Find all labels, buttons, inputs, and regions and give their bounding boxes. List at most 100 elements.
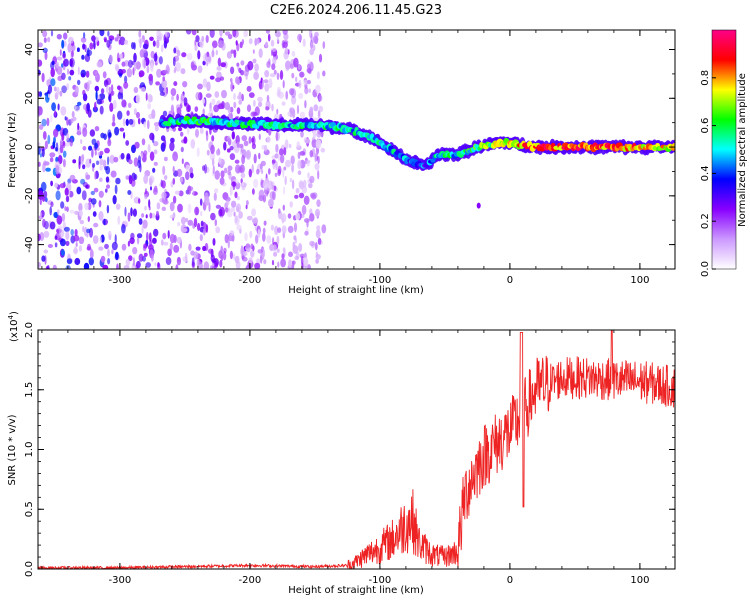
noise-blob [111,121,116,127]
noise-blob [89,249,94,259]
noise-blob [236,78,240,86]
isolated-blob [476,202,481,209]
noise-blob [219,177,225,185]
noise-blob [234,159,240,164]
noise-blob [287,225,294,233]
noise-blob [270,224,274,231]
noise-blob [193,251,199,260]
noise-blob [173,81,178,87]
noise-blob [72,159,77,164]
noise-blob [307,172,310,179]
noise-blob [85,70,90,78]
noise-blob [40,181,47,192]
noise-blob [273,185,277,191]
noise-blob [300,255,304,266]
noise-blob [231,181,237,187]
noise-blob [240,145,244,154]
noise-blob [136,233,143,239]
noise-blob [99,158,104,166]
noise-blob [294,194,299,199]
noise-blob [126,68,133,78]
noise-blob [74,104,77,110]
figure-title: C2E6.2024.206.11.45.G23 [270,3,442,18]
noise-blob [193,217,198,228]
noise-blob [232,30,237,38]
noise-blob [74,229,78,236]
noise-blob [42,131,47,140]
noise-blob [315,251,319,257]
noise-blob [162,199,169,205]
noise-blob [94,149,97,156]
noise-blob [202,98,206,104]
noise-blob [172,165,175,174]
noise-blob [89,42,94,50]
noise-blob [248,168,252,178]
noise-blob [247,60,254,71]
noise-blob [317,155,320,164]
noise-blob [121,69,126,74]
noise-blob [100,132,105,139]
noise-blob [169,242,173,251]
noise-blob [120,92,124,100]
noise-blob [153,149,158,155]
noise-blob [96,160,100,166]
noise-blob [127,212,131,222]
noise-blob [226,135,231,141]
noise-blob [202,108,205,116]
noise-blob [304,100,307,109]
noise-blob [239,164,245,174]
noise-blob [61,72,66,81]
noise-blob [293,222,298,233]
noise-blob [143,150,148,157]
noise-blob [133,174,138,180]
noise-blob [255,234,259,244]
noise-blob [271,260,275,266]
noise-blob [59,183,66,189]
noise-blob [316,71,320,80]
noise-blob [224,31,231,36]
noise-blob [167,230,170,239]
noise-blob [176,256,181,266]
noise-blob [251,143,256,150]
noise-blob [65,240,70,246]
noise-blob [275,131,278,142]
noise-blob [215,204,222,209]
noise-blob [200,211,203,217]
noise-blob [153,228,159,237]
noise-blob [157,262,160,268]
noise-blob [149,151,155,161]
noise-blob [317,237,322,245]
noise-blob [299,111,306,119]
noise-blob [70,229,74,236]
y-tick-label: -20 [24,188,35,204]
noise-blob [235,164,241,174]
noise-blob [283,186,286,195]
noise-blob [117,85,121,90]
noise-blob [64,187,69,196]
noise-blob [229,185,233,196]
noise-blob [50,67,55,78]
noise-blob [314,242,318,251]
noise-blob [162,110,168,117]
noise-blob [146,231,149,242]
noise-blob [87,216,91,222]
noise-blob [142,219,148,229]
colorbar-tick-label: 0.0 [700,261,711,277]
noise-blob [56,86,60,96]
noise-blob [253,153,257,164]
x-tick-label: -200 [239,575,262,586]
noise-blob [266,136,271,143]
noise-blob [208,202,211,212]
x-tick-label: 0 [507,275,513,286]
noise-blob [54,235,58,240]
noise-blob [53,86,57,92]
noise-blob [112,99,117,110]
noise-blob [246,200,249,206]
noise-blob [135,61,141,70]
noise-blob [172,195,177,204]
noise-blob [93,187,99,193]
noise-blob [67,36,74,45]
noise-blob [133,86,139,94]
noise-blob [277,261,280,268]
